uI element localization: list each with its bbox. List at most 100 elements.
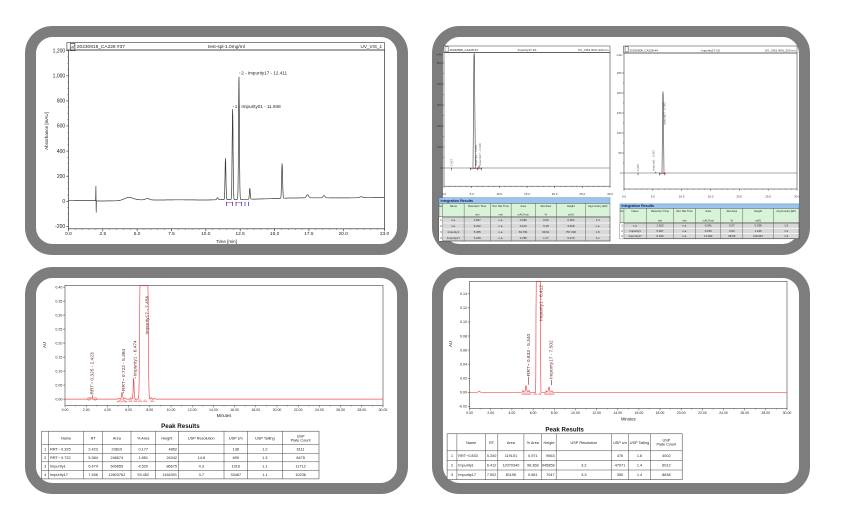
svg-text:4852: 4852 [169,447,177,451]
svg-text:33467: 33467 [231,473,242,477]
svg-text:4.3: 4.3 [199,464,204,468]
svg-text:4002: 4002 [662,454,670,458]
svg-text:min: min [475,213,480,217]
svg-text:350: 350 [617,473,623,477]
svg-text:0.10: 0.10 [460,320,467,324]
svg-text:Name: Name [632,209,640,213]
svg-text:Minutes: Minutes [217,413,232,418]
svg-text:22.00: 22.00 [294,408,303,412]
svg-text:USP Resolution: USP Resolution [571,441,598,445]
svg-text:n.a.: n.a. [451,224,456,228]
svg-text:% Area: % Area [527,441,540,445]
svg-text:USP s/n: USP s/n [229,436,243,440]
svg-text:Impurity1 - 5.467: Impurity1 - 5.467 [651,150,655,171]
svg-text:8638: 8638 [662,473,670,477]
svg-text:600: 600 [57,124,66,130]
svg-text:Minutes: Minutes [621,416,636,421]
svg-text:Impurity1: Impurity1 [50,464,66,468]
svg-text:n.a.: n.a. [498,218,503,222]
svg-text:6.343: 6.343 [657,234,664,238]
svg-text:Area: Area [520,204,526,208]
svg-text:Rel.Area: Rel.Area [541,204,552,208]
svg-text:17.5: 17.5 [304,231,314,237]
svg-text:699: 699 [233,456,239,460]
svg-text:Impurity17 - 6.349: Impurity17 - 6.349 [478,143,482,166]
svg-text:20.0: 20.0 [736,195,742,199]
svg-text:USP: USP [662,439,670,443]
svg-text:5.0: 5.0 [470,192,475,196]
svg-text:Integration Results: Integration Results [622,204,655,208]
svg-text:6.349: 6.349 [474,236,481,240]
svg-text:Height: Height [754,209,762,213]
svg-text:n.a.: n.a. [498,224,503,228]
svg-text:Rel. Ret Time: Rel. Ret Time [493,204,510,208]
svg-text:3.2: 3.2 [581,464,586,468]
svg-text:1.2: 1.2 [784,229,788,233]
svg-text:Impurity1: Impurity1 [458,464,474,468]
svg-text:7047: 7047 [546,473,554,477]
svg-text:15.0: 15.0 [708,195,714,199]
svg-text:8.00: 8.00 [551,411,558,415]
svg-text:n.a.: n.a. [682,234,687,238]
svg-text:Impurity17-1S: Impurity17-1S [518,48,537,52]
svg-text:1.2: 1.2 [262,447,267,451]
svg-text:Plate Count: Plate Count [656,443,677,447]
svg-text:9563: 9563 [546,454,554,458]
svg-text:1.17: 1.17 [543,236,549,240]
svg-text:n.a.: n.a. [633,224,638,228]
svg-text:%: % [545,213,548,217]
svg-text:8475: 8475 [296,456,304,460]
svg-text:3.618: 3.618 [567,224,574,228]
svg-text:RT: RT [489,441,495,445]
svg-text:23819: 23819 [112,447,123,451]
svg-text:Impurity17 - 7.456: Impurity17 - 7.456 [145,296,151,335]
svg-text:12603762: 12603762 [108,473,125,477]
svg-text:20.00: 20.00 [677,411,686,415]
svg-text:% Area: % Area [137,436,150,440]
svg-text:Peak Results: Peak Results [545,427,584,434]
svg-text:500: 500 [437,61,442,65]
svg-text:28.00: 28.00 [761,411,770,415]
svg-text:12.00: 12.00 [188,408,197,412]
svg-text:98.69: 98.69 [728,234,735,238]
svg-text:63.781: 63.781 [519,230,528,234]
svg-text:1,000: 1,000 [53,74,66,80]
svg-text:Plate Count: Plate Count [291,438,312,442]
svg-text:100: 100 [437,145,442,149]
svg-text:0.06: 0.06 [460,348,467,352]
svg-text:1.827: 1.827 [474,218,481,222]
svg-text:0.20: 0.20 [55,341,62,345]
svg-text:n.a.: n.a. [682,229,687,233]
svg-text:24342: 24342 [166,456,177,460]
svg-text:10.0: 10.0 [496,192,502,196]
svg-text:1.5: 1.5 [596,230,600,234]
svg-text:0.40: 0.40 [55,285,62,289]
svg-text:mAU: mAU [437,53,443,57]
svg-text:476: 476 [617,454,623,458]
svg-text:RRT~ 0.325: RRT~ 0.325 [50,447,71,451]
svg-text:1.815: 1.815 [657,224,664,228]
svg-text:0.041: 0.041 [705,224,712,228]
svg-text:UV_VIS_1: UV_VIS_1 [361,44,383,49]
svg-text:12.5: 12.5 [236,231,246,237]
svg-text:Integration Results: Integration Results [441,199,474,203]
svg-text:RRT~ 0.325 - 2.423: RRT~ 0.325 - 2.423 [90,352,96,395]
svg-text:4: 4 [440,236,442,240]
svg-text:99.61: 99.61 [542,230,549,234]
svg-text:5.467: 5.467 [657,229,664,233]
svg-text:15.0: 15.0 [270,231,280,237]
svg-text:0.08: 0.08 [460,334,467,338]
svg-text:Asymmetry (EP): Asymmetry (EP) [588,204,608,208]
svg-text:2.423: 2.423 [88,447,98,451]
svg-text:11.060: 11.060 [704,234,713,238]
svg-text:20.0: 20.0 [339,231,349,237]
svg-text:1.827: 1.827 [450,159,454,166]
svg-text:200: 200 [57,174,66,180]
svg-text:25.0: 25.0 [765,195,771,199]
svg-text:Impurity1 - 6.474: Impurity1 - 6.474 [133,340,139,376]
svg-text:RRT~ 0.722 - 5.384: RRT~ 0.722 - 5.384 [121,348,127,391]
svg-text:RRT~ 0.722: RRT~ 0.722 [50,456,71,460]
svg-text:2.00: 2.00 [83,408,90,412]
svg-text:0.35: 0.35 [55,299,62,303]
svg-text:10236: 10236 [295,473,306,477]
